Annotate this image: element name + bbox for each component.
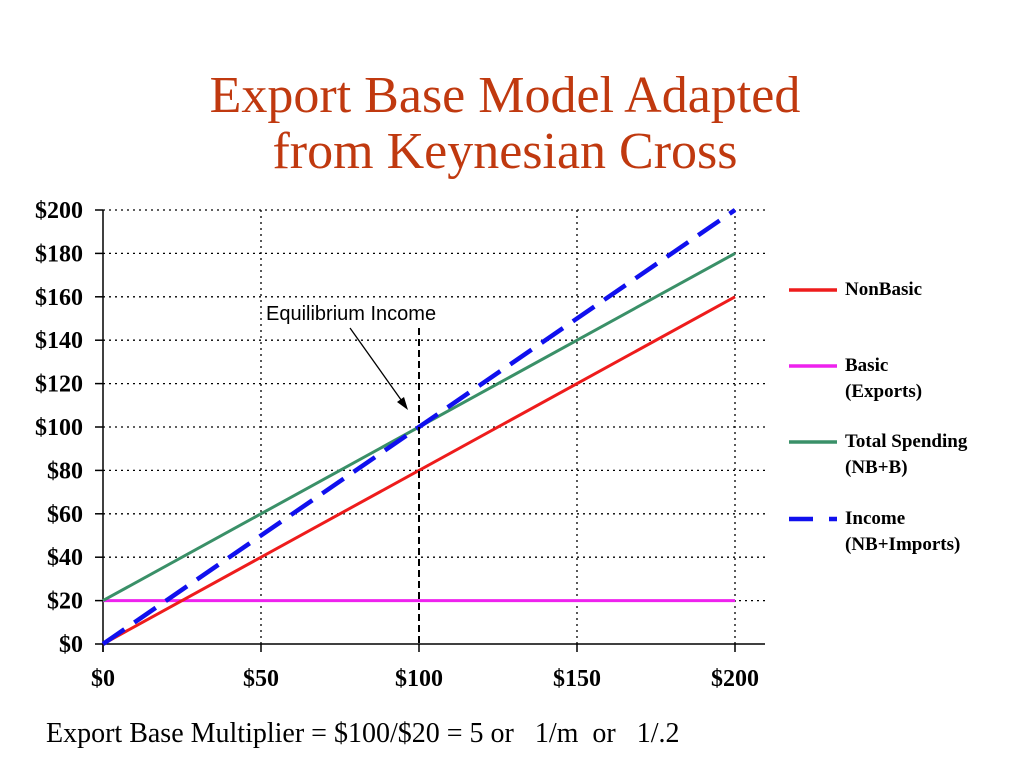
x-tick-label: $100: [395, 666, 443, 692]
y-tick-label: $40: [47, 545, 83, 571]
x-tick-label: $200: [711, 666, 759, 692]
series-line: [102, 295, 736, 646]
multiplier-formula: Export Base Multiplier = $100/$20 = 5 or…: [46, 718, 680, 749]
arrow-shaft: [349, 327, 405, 405]
arrow-head: [397, 397, 408, 410]
equilibrium-annotation: Equilibrium Income: [266, 303, 436, 644]
legend-item-label: Basic: [845, 355, 889, 376]
y-tick-label: $80: [47, 458, 83, 484]
legend-item: Basic (Exports): [845, 353, 922, 405]
title-line-1: Export Base Model Adapted: [209, 67, 801, 124]
legend-item-sublabel: (NB+B): [845, 457, 908, 478]
y-tick-label: $120: [35, 372, 83, 398]
legend-item: Total Spending (NB+B): [845, 429, 967, 481]
x-tick-label: $50: [243, 666, 279, 692]
chart-title: Export Base Model Adapted from Keynesian…: [0, 68, 1010, 180]
legend-swatches: [789, 288, 837, 522]
legend-item-sublabel: (Exports): [845, 381, 923, 402]
gridlines: [103, 209, 765, 644]
legend-item-label: Total Spending: [845, 431, 968, 452]
axes: $0 $20 $40 $60 $80 $100 $120 $140 $160 $180 $200 $0…: [35, 198, 765, 692]
y-tick-label: $100: [35, 415, 83, 441]
legend-item-label: Income: [845, 508, 906, 529]
title-line-2: from Keynesian Cross: [272, 123, 738, 180]
y-tick-label: $200: [35, 198, 83, 224]
y-tick-label: $60: [47, 502, 83, 528]
y-tick-label: $160: [35, 285, 83, 311]
y-tick-label: $140: [35, 328, 83, 354]
legend-item-sublabel: (NB+Imports): [845, 534, 961, 555]
y-tick-label: $0: [59, 632, 83, 658]
legend-item-label: NonBasic: [845, 279, 923, 300]
legend-item: NonBasic: [845, 277, 922, 303]
equilibrium-label: Equilibrium Income: [266, 303, 436, 325]
x-tick-label: $150: [553, 666, 601, 692]
legend-item: Income (NB+Imports): [845, 506, 960, 558]
x-tick-label: $0: [91, 666, 115, 692]
y-tick-label: $20: [47, 589, 83, 615]
y-tick-label: $180: [35, 241, 83, 267]
